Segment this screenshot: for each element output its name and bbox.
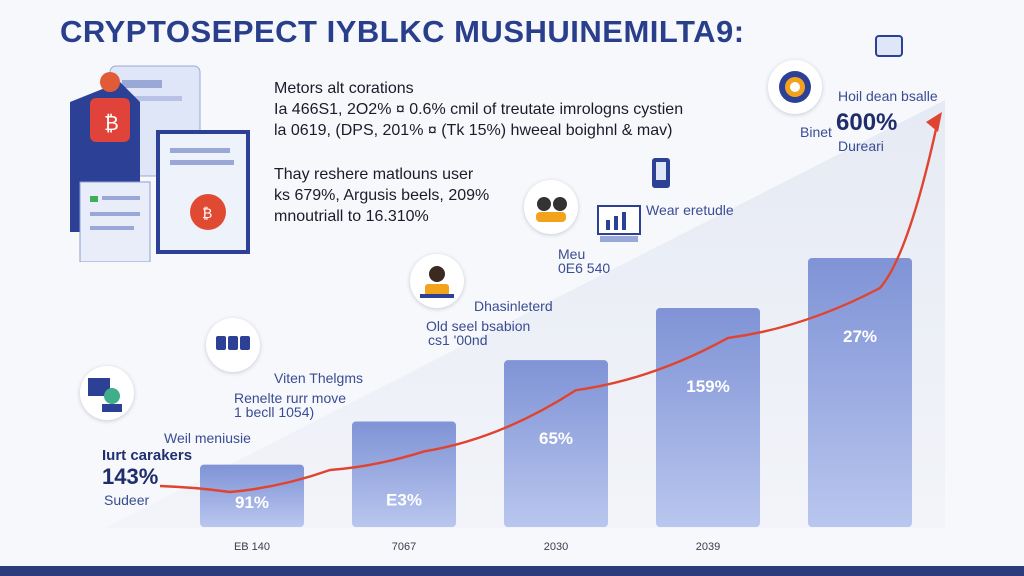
annotation-text: Viten Thelgms: [274, 370, 363, 386]
coin-icon: [768, 60, 822, 114]
annotation-text: Weil meniusie: [164, 430, 251, 446]
bar-data-label: 27%: [843, 327, 877, 346]
x-tick-label: EB 140: [234, 541, 270, 553]
bottom-band: [0, 566, 1024, 576]
annotation-text: Dhasinleterd: [474, 298, 553, 314]
bar-data-label: 159%: [686, 377, 729, 396]
info-block-1: Metors alt corations Ia 466S1, 2O2% ¤ 0.…: [274, 78, 683, 141]
annotation-big-value: 143%: [102, 464, 159, 489]
crypto-documents-illustration: ₿ ₿: [70, 65, 250, 262]
annotation-text: Sudeer: [104, 492, 150, 508]
bar-data-label: 65%: [539, 429, 573, 448]
trend-arrowhead: [926, 112, 942, 132]
x-tick-label: 7067: [392, 541, 416, 553]
annotation-text: Binet: [800, 124, 832, 140]
bar-2: [352, 421, 456, 527]
info-block-2: Thay reshere matlouns user ks 679%, Argu…: [274, 164, 489, 227]
group-icon: [206, 318, 260, 372]
info-line: la 0619, (DPS, 201% ¤ (Tk 15%) hweeal bo…: [274, 122, 673, 139]
device-icon: [652, 158, 670, 188]
x-tick-label: 2039: [696, 541, 720, 553]
bar-data-label: E3%: [386, 490, 422, 509]
bar-5: [808, 258, 912, 527]
annotation-text: 1 becll 1054): [234, 404, 315, 420]
trend-line: [159, 119, 940, 494]
bar-data-label: 91%: [235, 493, 269, 512]
bar-3: [504, 360, 608, 527]
annotation-text: Old seel bsabion: [426, 318, 531, 334]
annotation-big-value: 600%: [836, 109, 898, 136]
annotation-text: Wear eretudle: [646, 202, 734, 218]
chart-monitor-icon: [597, 205, 641, 242]
wallet-icon: [875, 35, 903, 57]
annotation-text: Renelte rurr move: [234, 390, 347, 406]
info-line: Thay reshere matlouns user: [274, 166, 474, 183]
team-icon: [524, 180, 578, 234]
info-line: Ia 466S1, 2O2% ¤ 0.6% cmil of treutate i…: [274, 101, 684, 118]
annotation-text: 0E6 540: [558, 260, 611, 276]
user-at-desk-icon: [410, 254, 464, 308]
annotation-text: Meu: [558, 246, 586, 262]
x-tick-label: 2030: [544, 541, 568, 553]
annotation-top-right: Hoil dean bsalle: [838, 88, 938, 104]
annotation-text: Iurt carakers: [102, 447, 193, 464]
svg-text:₿: ₿: [202, 206, 212, 222]
bar-4: [656, 307, 760, 527]
svg-text:₿: ₿: [104, 111, 119, 135]
worker-icon: [80, 366, 134, 420]
info-heading: Metors alt corations: [274, 80, 414, 97]
annotation-text: Hoil dean bsalle: [838, 88, 938, 104]
info-line: ks 679%, Argusis beels, 209%: [274, 187, 490, 204]
annotation-text: Dureari: [838, 138, 884, 154]
page-title: CRYPTOSEPECT IYBLKC MUSHUINEMILTA9:: [60, 14, 745, 49]
info-line: mnoutriall to 16.310%: [274, 208, 429, 225]
annotation-text: cs1 '00nd: [428, 332, 488, 348]
bar-1: [200, 464, 304, 527]
